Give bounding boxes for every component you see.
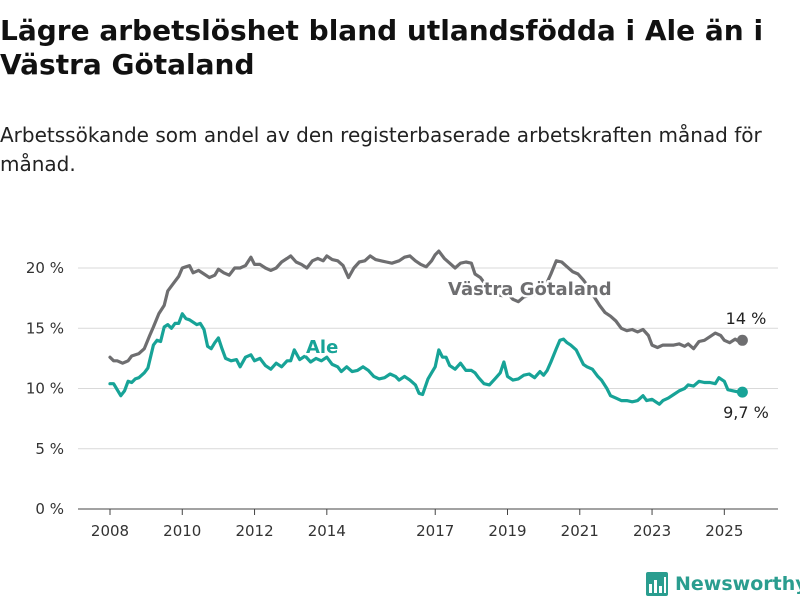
x-tick-label-2: 2012 bbox=[235, 522, 273, 540]
series-end-label-1: 9,7 % bbox=[723, 403, 769, 422]
series-endpoint-0 bbox=[736, 334, 748, 346]
x-tick-label-4: 2017 bbox=[416, 522, 454, 540]
brand-name: Newsworthy bbox=[675, 573, 800, 595]
brand-logo[interactable]: Newsworthy bbox=[645, 570, 800, 598]
chart-title: Lägre arbetslöshet bland utlandsfödda i … bbox=[0, 14, 764, 81]
newsworthy-logo-icon bbox=[646, 572, 668, 596]
x-tick-label-5: 2019 bbox=[488, 522, 526, 540]
series-line-0 bbox=[108, 249, 744, 365]
y-tick-label-2: 10 % bbox=[26, 380, 64, 398]
x-tick-label-1: 2010 bbox=[163, 522, 201, 540]
x-tick-label-6: 2021 bbox=[561, 522, 599, 540]
y-tick-label-0: 0 % bbox=[35, 500, 64, 518]
y-tick-label-3: 15 % bbox=[26, 319, 64, 337]
chart-subtitle: Arbetssökande som andel av den registerb… bbox=[0, 123, 762, 176]
x-tick-label-8: 2025 bbox=[705, 522, 743, 540]
x-tick-label-0: 2008 bbox=[91, 522, 129, 540]
y-tick-label-1: 5 % bbox=[35, 440, 64, 458]
series-label-1: Ale bbox=[306, 337, 338, 358]
series-end-label-0: 14 % bbox=[726, 309, 767, 328]
series-endpoint-1 bbox=[736, 386, 748, 398]
series-line-1 bbox=[108, 312, 744, 406]
x-tick-label-3: 2014 bbox=[308, 522, 346, 540]
series-label-0: Västra Götaland bbox=[448, 279, 612, 300]
x-tick-label-7: 2023 bbox=[633, 522, 671, 540]
y-tick-label-4: 20 % bbox=[26, 259, 64, 277]
